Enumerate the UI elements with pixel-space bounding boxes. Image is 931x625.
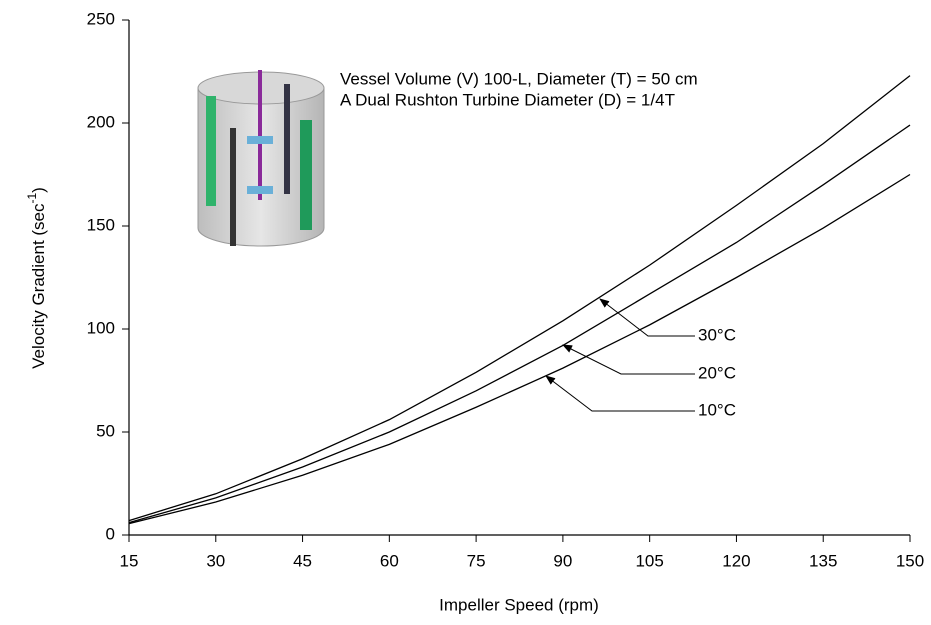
x-axis-label: Impeller Speed (rpm) [439, 595, 599, 614]
y-label-end: ) [29, 187, 48, 193]
line [128, 124, 911, 524]
x-tick-label: 135 [809, 551, 837, 570]
y-tick-label: 250 [87, 9, 115, 28]
label-arrows [545, 298, 695, 412]
line [128, 173, 911, 525]
annotation: Vessel Volume (V) 100-L, Diameter (T) = … [340, 69, 698, 88]
annotation: A Dual Rushton Turbine Diameter (D) = 1/… [340, 90, 675, 109]
y-axis-label: Velocity Gradient (sec-1) [25, 187, 48, 369]
x-tick-label: 15 [120, 551, 139, 570]
series-label: 30°C [698, 325, 736, 344]
y-label-text: Velocity Gradient (sec [29, 203, 48, 369]
x-tick-label: 45 [293, 551, 312, 570]
y-tick-label: 200 [87, 112, 115, 131]
vessel-illustration [192, 65, 334, 252]
x-tick-label: 120 [722, 551, 750, 570]
line [128, 75, 911, 522]
y-tick-label: 150 [87, 215, 115, 234]
y-tick-label: 50 [96, 421, 115, 440]
series-label: 20°C [698, 363, 736, 382]
x-tick-label: 30 [206, 551, 225, 570]
x-tick-label: 105 [635, 551, 663, 570]
x-tick-label: 90 [553, 551, 572, 570]
x-tick-label: 60 [380, 551, 399, 570]
series-label: 10°C [698, 400, 736, 419]
y-tick-label: 100 [87, 318, 115, 337]
y-label-sup: -1 [25, 192, 39, 203]
x-tick-label: 150 [896, 551, 924, 570]
x-tick-label: 75 [467, 551, 486, 570]
y-tick-label: 0 [106, 524, 115, 543]
